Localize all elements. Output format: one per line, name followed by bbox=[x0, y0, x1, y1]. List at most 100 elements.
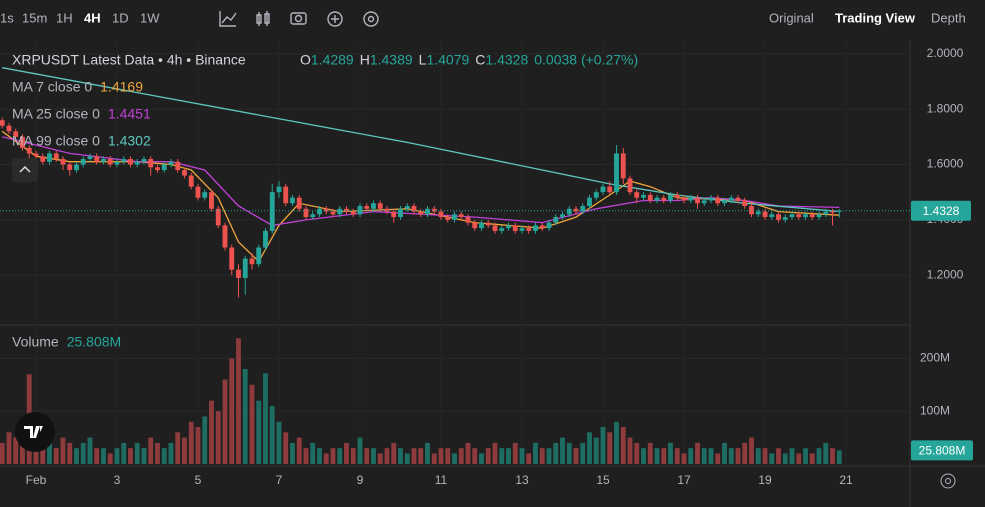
volume-bar bbox=[701, 448, 707, 464]
volume-bar bbox=[472, 448, 478, 464]
ohlc-value: 1.4289 bbox=[311, 52, 354, 68]
volume-bar bbox=[182, 437, 187, 464]
volume-bar bbox=[647, 442, 653, 464]
x-tick-label: 7 bbox=[276, 473, 283, 487]
add-icon[interactable] bbox=[327, 11, 343, 27]
volume-bar bbox=[512, 442, 518, 464]
settings-center bbox=[367, 15, 375, 23]
candle-body bbox=[344, 208, 349, 212]
view-tab[interactable]: Trading View bbox=[835, 10, 916, 25]
volume-bar bbox=[762, 448, 768, 464]
volume-bar bbox=[553, 442, 559, 464]
y-tick-label: 1.2000 bbox=[927, 267, 964, 281]
x-tick-label: 13 bbox=[515, 473, 529, 487]
volume-bar bbox=[74, 448, 79, 464]
candle-body bbox=[188, 175, 194, 187]
view-tab[interactable]: Original bbox=[769, 10, 814, 25]
candle-body bbox=[823, 211, 829, 215]
candle-body bbox=[755, 211, 761, 215]
volume-bar bbox=[607, 432, 613, 464]
candle-body bbox=[560, 214, 565, 218]
candle-body bbox=[398, 208, 403, 218]
candle-body bbox=[80, 158, 86, 165]
y-tick-label: 1.8000 bbox=[927, 101, 964, 115]
candle-body bbox=[769, 214, 775, 218]
indicator-icon[interactable] bbox=[219, 11, 237, 27]
volume-bar bbox=[674, 448, 680, 464]
x-tick-label: 9 bbox=[357, 473, 364, 487]
y-tick-label: 1.6000 bbox=[927, 157, 964, 171]
candle-body bbox=[60, 158, 66, 165]
candle-body bbox=[533, 225, 538, 231]
volume-bar bbox=[222, 379, 228, 464]
volume-bar bbox=[276, 421, 282, 464]
volume-bar bbox=[479, 453, 484, 464]
ohlc-key: L bbox=[419, 52, 427, 68]
collapse-button[interactable] bbox=[12, 158, 38, 182]
candle-body bbox=[134, 161, 140, 165]
interval-button[interactable]: 15m bbox=[22, 10, 47, 25]
candle-body bbox=[776, 214, 781, 220]
candle-body bbox=[175, 161, 181, 171]
view-tab[interactable]: Depth bbox=[931, 10, 966, 25]
screenshot-icon[interactable] bbox=[290, 12, 307, 25]
volume-bar bbox=[209, 400, 214, 464]
chart-title: XRPUSDT Latest Data • 4h • Binance bbox=[12, 52, 246, 68]
volume-bar bbox=[445, 448, 451, 464]
candle-body bbox=[195, 186, 201, 198]
interval-button[interactable]: 1W bbox=[140, 10, 160, 25]
candle-body bbox=[627, 178, 633, 193]
volume-bar bbox=[249, 384, 255, 464]
axis-settings-icon[interactable] bbox=[940, 473, 956, 489]
volume-bar bbox=[94, 448, 100, 464]
volume-bar bbox=[816, 448, 822, 464]
candle-body bbox=[87, 156, 93, 159]
volume-bar bbox=[87, 437, 93, 464]
interval-button[interactable]: 1H bbox=[56, 10, 73, 25]
candle-body bbox=[803, 214, 808, 218]
candle-body bbox=[526, 228, 532, 231]
volume-bar bbox=[641, 448, 646, 464]
candle-body bbox=[681, 197, 687, 201]
candle-body bbox=[47, 153, 52, 162]
volume-bar bbox=[80, 442, 86, 464]
volume-bar bbox=[283, 432, 289, 464]
volume-bar bbox=[499, 448, 505, 464]
volume-bar bbox=[465, 442, 471, 464]
interval-button[interactable]: 4H bbox=[84, 10, 101, 25]
candle-body bbox=[431, 208, 437, 212]
candle-body bbox=[303, 208, 309, 218]
interval-button[interactable]: 1D bbox=[112, 10, 129, 25]
volume-bar bbox=[715, 453, 721, 464]
candle-body bbox=[782, 217, 788, 220]
candle-body bbox=[735, 197, 741, 201]
candle-body bbox=[222, 225, 228, 248]
settings-icon[interactable] bbox=[363, 11, 379, 27]
volume-bar bbox=[67, 442, 73, 464]
volume-bar bbox=[364, 448, 370, 464]
volume-bar bbox=[330, 448, 336, 464]
candle-body bbox=[74, 164, 79, 171]
candle-body bbox=[121, 158, 127, 162]
chart-type-icon[interactable] bbox=[256, 11, 270, 26]
candle-body bbox=[101, 158, 106, 162]
tv-logo-mark bbox=[24, 426, 43, 438]
volume-bar bbox=[269, 405, 275, 464]
ohlc-change: 0.0038 (+0.27%) bbox=[534, 52, 638, 68]
volume-bar bbox=[303, 448, 309, 464]
candle-body bbox=[418, 211, 424, 215]
volume-bar bbox=[600, 427, 606, 464]
volume-bar bbox=[290, 442, 295, 464]
volume-bar bbox=[310, 442, 316, 464]
candle-body bbox=[566, 208, 572, 215]
interval-button[interactable]: 1s bbox=[0, 10, 14, 25]
candle-body bbox=[236, 269, 241, 278]
ohlc-value: 1.4079 bbox=[426, 52, 469, 68]
candle-body bbox=[715, 197, 721, 204]
last-price-label: 1.4328 bbox=[923, 204, 960, 218]
volume-bar bbox=[485, 448, 491, 464]
volume-bar bbox=[175, 432, 181, 464]
ohlc-key: O bbox=[300, 52, 311, 68]
volume-bar bbox=[492, 442, 498, 464]
